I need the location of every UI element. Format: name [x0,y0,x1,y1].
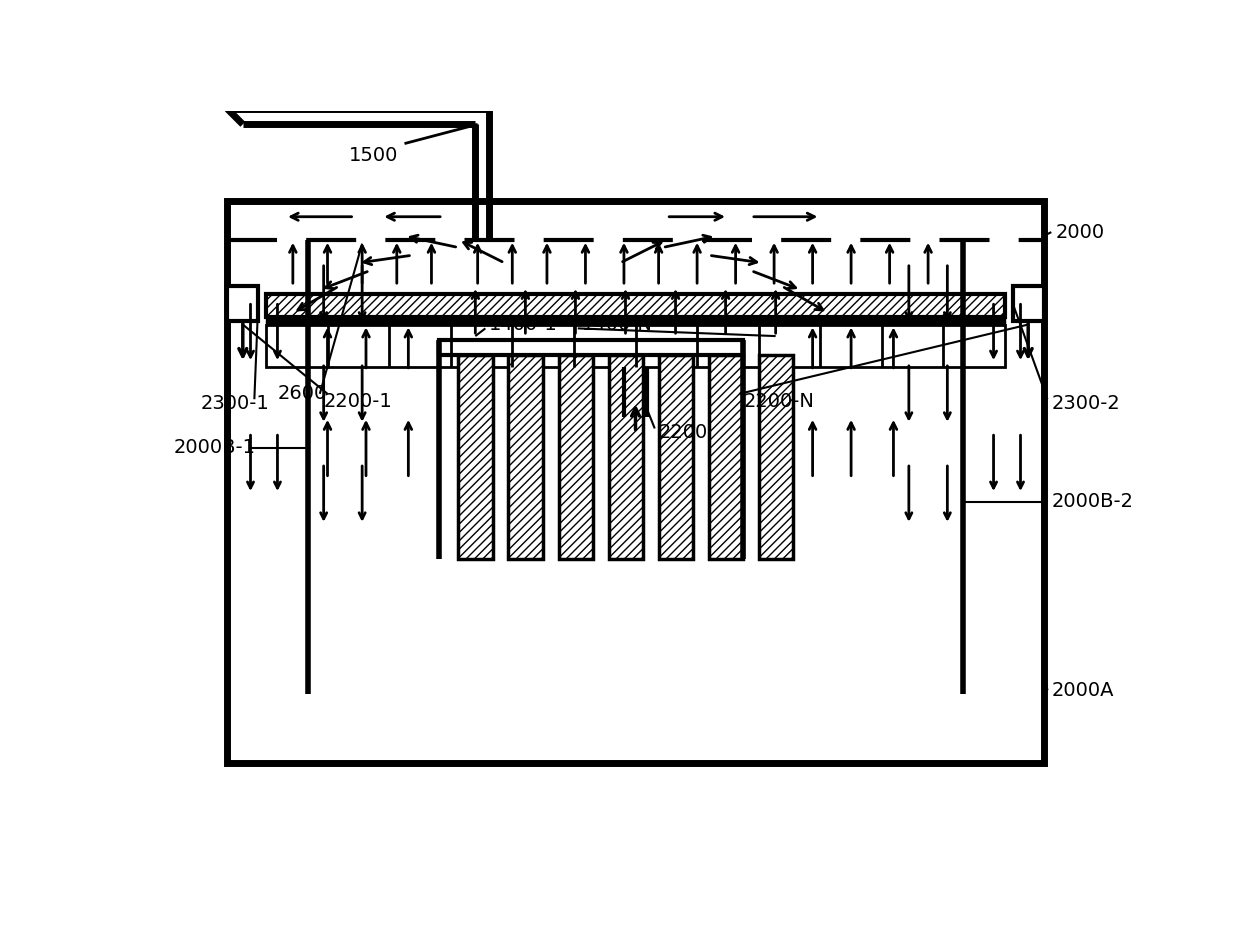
Text: 2300-2: 2300-2 [1052,394,1120,413]
Bar [439,340,743,355]
Text: 2000B-2: 2000B-2 [1052,492,1133,511]
Bar [609,355,644,559]
Bar [558,355,593,559]
Text: 1500: 1500 [348,146,398,165]
Bar [265,317,1006,324]
Text: 1400-N: 1400-N [582,315,652,334]
Bar [1013,286,1044,321]
Text: 2200-N: 2200-N [743,392,815,411]
Text: 2000A: 2000A [1052,680,1114,700]
Bar [227,286,258,321]
Bar [459,355,494,559]
Bar [227,201,1044,764]
Text: 2600: 2600 [278,385,326,403]
Text: 2000: 2000 [1055,222,1105,242]
Text: 1400-1: 1400-1 [490,315,558,334]
Bar [508,355,543,559]
Bar [708,355,743,559]
Text: 2300-1: 2300-1 [201,394,269,413]
Text: 2200: 2200 [658,423,708,442]
Text: 2200-1: 2200-1 [324,392,392,411]
Bar [759,355,794,559]
Bar [658,355,693,559]
Text: 2000B-1: 2000B-1 [174,438,255,457]
Bar [265,324,1006,367]
Bar [265,294,1006,317]
